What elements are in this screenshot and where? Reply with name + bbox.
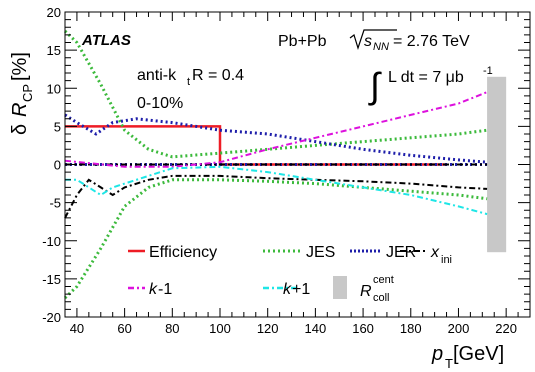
legend-label-rcoll: R <box>360 283 372 300</box>
legend-swatch-rcoll <box>333 276 347 299</box>
luminosity-text: L dt = 7 μb <box>388 69 464 86</box>
series-line-jer- <box>64 113 488 164</box>
collision-system: Pb+Pb <box>278 33 327 50</box>
x-tick-label: 160 <box>352 321 374 336</box>
y-tick-label: 10 <box>47 81 61 96</box>
y-axis-title: δ R CP [%] <box>9 52 35 135</box>
legend-label-rcoll-sub: coll <box>373 292 390 304</box>
legend-label-k-plus-1-rest: +1 <box>292 281 310 298</box>
series-line-jes- <box>63 178 488 299</box>
energy-s: s <box>364 33 372 50</box>
x-tick-label: 120 <box>257 321 279 336</box>
integral-sign: ∫ <box>368 65 382 106</box>
x-tick-label: 100 <box>209 321 231 336</box>
legend-label-xini: x <box>430 244 440 261</box>
legend-label-k-minus-1-k: k <box>149 281 158 298</box>
y-tick-label: -5 <box>49 196 61 211</box>
legend-label-efficiency: Efficiency <box>149 244 217 261</box>
x-tick-label: 80 <box>165 321 179 336</box>
legend-label-jer: JER <box>386 244 416 261</box>
axes-layer: 40 60 80 100 120 140 160 180 200 220 -20 -15 -10 -5 0 5… <box>42 5 531 336</box>
algorithm-sub: t <box>187 76 190 88</box>
algorithm-radius: R = 0.4 <box>192 67 244 84</box>
y-tick-label: -10 <box>42 234 61 249</box>
y-tick-label: 5 <box>54 119 61 134</box>
x-tick-label: 220 <box>495 321 517 336</box>
series-layer <box>63 30 507 299</box>
energy-value: = 2.76 TeV <box>393 33 470 50</box>
luminosity-sup: -1 <box>483 65 493 77</box>
y-axis-title-unit: [%] <box>9 52 31 81</box>
energy-sub: NN <box>373 41 389 53</box>
y-axis-title-sub: CP <box>20 84 35 102</box>
sqrt-sign <box>349 29 397 50</box>
series-line-k-1 <box>64 91 488 168</box>
y-tick-label: 0 <box>54 158 61 173</box>
band-rcoll <box>487 76 507 253</box>
series-line-k-1 <box>65 165 488 216</box>
y-tick-label: 20 <box>47 5 61 20</box>
legend-label-jes: JES <box>306 244 335 261</box>
legend-label-rcoll-sup: cent <box>373 274 394 286</box>
y-axis-title-main: R <box>9 103 31 117</box>
x-tick-label: 200 <box>448 321 470 336</box>
x-axis-title: p T [GeV] <box>431 343 504 371</box>
y-tick-label: 15 <box>47 43 61 58</box>
y-tick-label: -15 <box>42 272 61 287</box>
x-axis-title-main: p <box>431 343 443 365</box>
legend-label-k-plus-1-k: k <box>283 281 292 298</box>
legend: Efficiency JES JER x ini k -1 k +1 R cen… <box>128 244 452 304</box>
x-axis-title-unit: [GeV] <box>453 343 504 365</box>
legend-label-k-minus-1-rest: -1 <box>158 281 172 298</box>
x-tick-label: 60 <box>117 321 131 336</box>
y-axis-title-prefix: δ <box>9 124 31 135</box>
x-tick-label: 40 <box>70 321 84 336</box>
series-line-jes- <box>63 30 488 159</box>
series-line-x-ini- <box>64 174 488 219</box>
y-tick-label: -20 <box>42 310 61 325</box>
x-tick-label: 180 <box>400 321 422 336</box>
legend-label-xini-sub: ini <box>441 254 452 266</box>
centrality-label: 0-10% <box>137 95 183 112</box>
x-axis-title-sub: T <box>445 356 453 371</box>
algorithm-prefix: anti-k <box>137 67 177 84</box>
x-tick-label: 140 <box>305 321 327 336</box>
experiment-label: ATLAS <box>81 32 131 49</box>
